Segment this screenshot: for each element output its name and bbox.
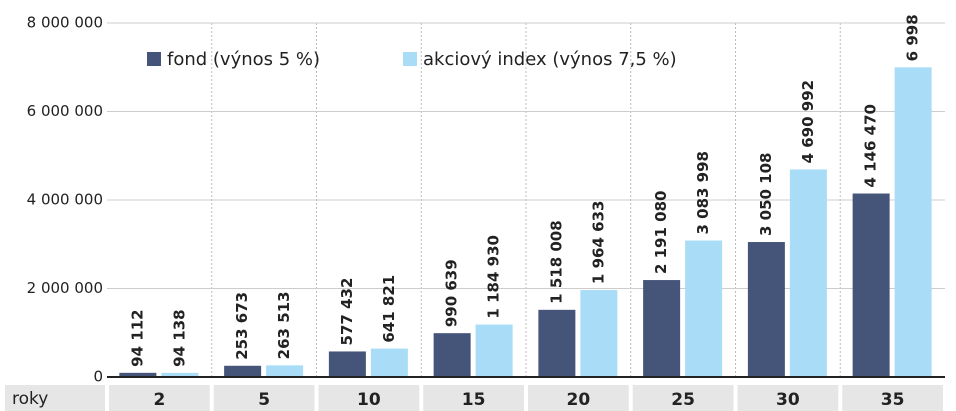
bar: [643, 280, 681, 377]
bar: [580, 290, 618, 377]
value-label: 990 639: [443, 259, 461, 327]
y-tick-label: 2 000 000: [27, 279, 103, 297]
x-label: roky: [12, 389, 48, 409]
value-label: 3 083 998: [694, 151, 712, 235]
value-label: 94 138: [170, 309, 188, 366]
y-tick-label: 4 000 000: [27, 191, 103, 209]
x-tick-box: [842, 385, 943, 411]
bar: [161, 372, 199, 377]
x-tick-label: 25: [671, 390, 695, 410]
value-label: 2 191 080: [652, 191, 670, 275]
x-tick-box: [109, 385, 210, 411]
value-label: 4 146 470: [862, 104, 880, 188]
x-tick-label: 2: [153, 390, 165, 410]
x-label-box: [5, 385, 105, 411]
bar: [328, 351, 366, 377]
bar: [789, 169, 827, 377]
x-tick-label: 5: [258, 390, 270, 410]
value-label: 1 518 008: [547, 220, 565, 304]
value-label: 94 112: [128, 309, 146, 366]
value-label: 3 050 108: [757, 153, 775, 237]
x-tick-box: [423, 385, 524, 411]
bar: [266, 365, 304, 377]
x-tick-label: 10: [357, 390, 381, 410]
y-tick-label: 0: [93, 368, 103, 386]
bar: [852, 193, 890, 377]
legend-label: fond (výnos 5 %): [167, 49, 320, 70]
legend-swatch: [147, 52, 161, 66]
value-label: 4 690 992: [799, 80, 817, 164]
x-tick-box: [528, 385, 629, 411]
bar: [224, 365, 262, 377]
legend-swatch: [403, 52, 417, 66]
x-tick-label: 35: [881, 390, 905, 410]
value-label: 6 998: [904, 14, 922, 61]
value-label: 641 821: [380, 275, 398, 343]
bar: [894, 67, 932, 377]
x-tick-box: [737, 385, 839, 411]
legend-label: akciový index (výnos 7,5 %): [423, 49, 677, 70]
value-label: 263 513: [275, 291, 293, 359]
bar: [433, 333, 471, 377]
x-tick-label: 20: [567, 390, 591, 410]
value-label: 577 432: [338, 278, 356, 346]
bar: [475, 324, 513, 377]
bar: [685, 240, 723, 377]
x-tick-box: [213, 385, 315, 411]
x-tick-label: 15: [462, 390, 486, 410]
bar: [370, 348, 408, 377]
x-tick-label: 30: [776, 390, 800, 410]
x-tick-box: [632, 385, 734, 411]
y-tick-label: 6 000 000: [27, 102, 103, 120]
x-tick-box: [318, 385, 420, 411]
value-label: 1 184 930: [485, 235, 503, 319]
bar: [747, 242, 785, 377]
value-label: 253 673: [233, 292, 251, 360]
value-label: 1 964 633: [589, 201, 607, 285]
bar: [538, 309, 576, 377]
bar: [119, 372, 157, 377]
y-tick-label: 8 000 000: [27, 14, 103, 32]
